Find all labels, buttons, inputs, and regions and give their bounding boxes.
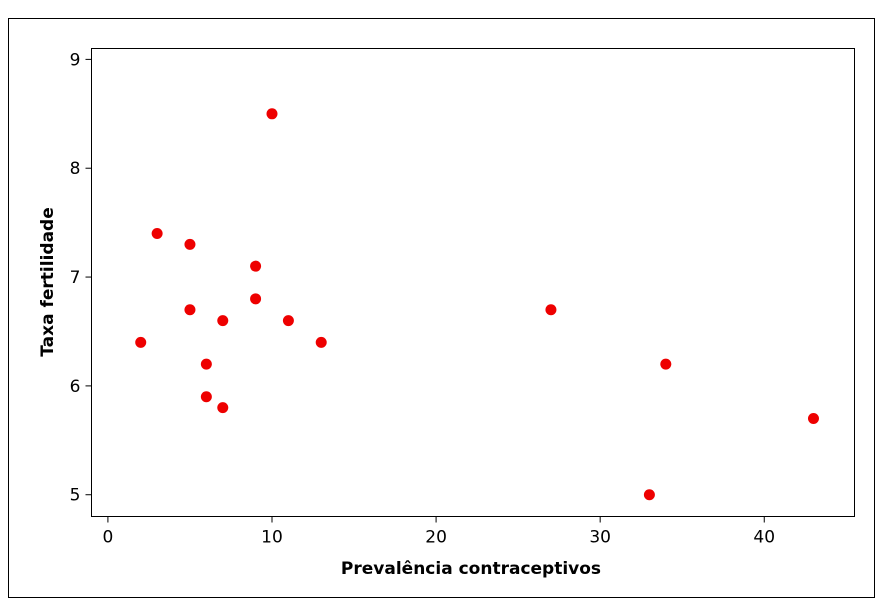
data-point: [315, 336, 327, 348]
data-point: [217, 402, 229, 414]
data-points: [135, 108, 819, 501]
x-tick-label: 30: [589, 528, 611, 548]
data-point: [135, 336, 147, 348]
y-tick-label: 8: [70, 159, 81, 179]
data-point: [151, 228, 163, 240]
x-tick-label: 40: [753, 528, 775, 548]
data-point: [217, 315, 229, 327]
data-point: [184, 238, 196, 250]
data-point: [545, 304, 557, 316]
data-point: [643, 489, 655, 501]
y-tick-label: 6: [70, 377, 81, 397]
y-axis-ticks: 5 6 7 8 9: [70, 50, 92, 506]
x-tick-label: 20: [425, 528, 447, 548]
y-axis-title: Taxa fertilidade: [38, 207, 58, 357]
y-tick-label: 9: [70, 50, 81, 70]
data-point: [200, 358, 212, 370]
data-point: [200, 391, 212, 403]
x-axis-title: Prevalência contraceptivos: [341, 559, 601, 579]
data-point: [266, 108, 278, 120]
x-tick-label: 0: [102, 528, 113, 548]
y-tick-label: 5: [70, 486, 81, 506]
data-point: [250, 260, 262, 272]
x-tick-label: 10: [261, 528, 283, 548]
data-point: [250, 293, 262, 305]
data-point: [282, 315, 294, 327]
data-point: [660, 358, 672, 370]
x-axis-ticks: 0 10 20 30 40: [102, 516, 775, 548]
y-tick-label: 7: [70, 268, 81, 288]
plot-area: [91, 48, 855, 517]
data-point: [184, 304, 196, 316]
data-point: [807, 413, 819, 425]
